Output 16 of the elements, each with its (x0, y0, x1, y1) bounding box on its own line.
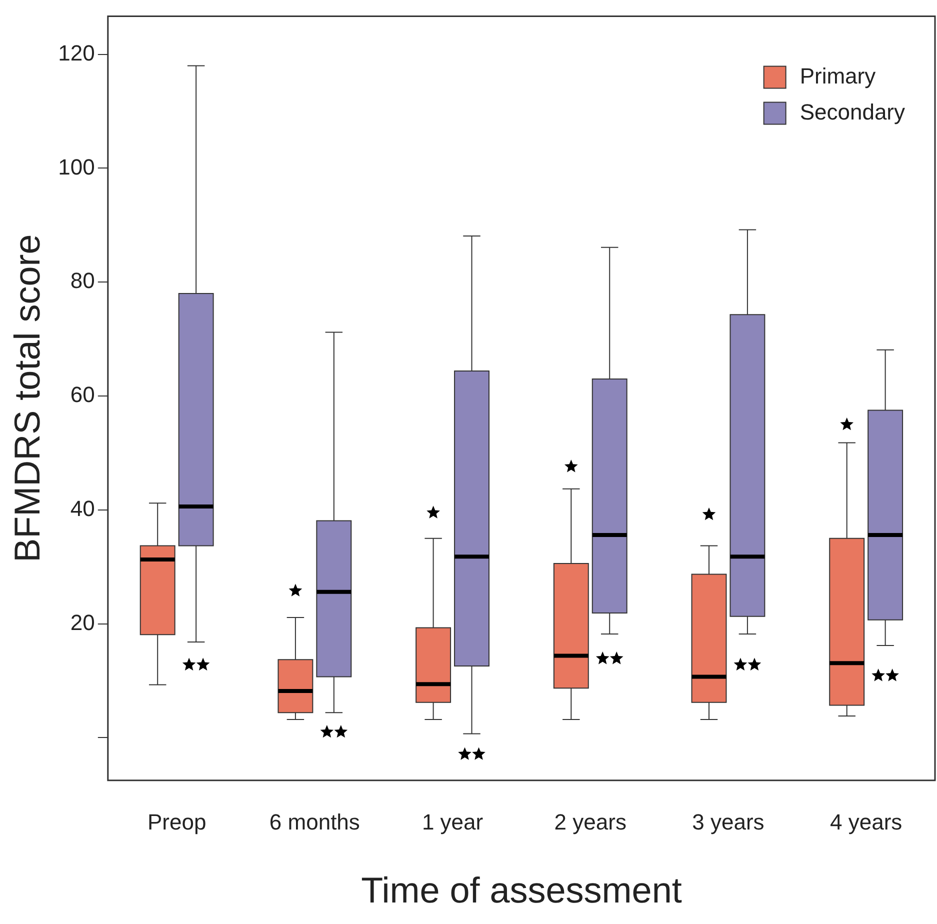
y-tick-label: 60 (70, 382, 95, 408)
x-tick-label: Preop (147, 810, 206, 835)
y-tick-label: 120 (58, 40, 95, 66)
y-axis-title: BFMDRS total score (6, 234, 48, 562)
x-tick-label: 4 years (830, 810, 902, 835)
x-tick-label: 2 years (554, 810, 626, 835)
legend-label: Primary (800, 63, 876, 88)
legend-label: Secondary (800, 99, 906, 124)
y-tick-label: 80 (70, 268, 95, 294)
y-tick-label: 20 (70, 610, 95, 635)
y-tick-label: 40 (70, 496, 95, 521)
x-axis-title: Time of assessment (361, 869, 682, 910)
x-tick-label: 1 year (422, 810, 484, 835)
x-tick-label: 6 months (269, 810, 360, 835)
y-tick-label: 100 (58, 154, 95, 180)
x-tick-label: 3 years (692, 810, 764, 835)
